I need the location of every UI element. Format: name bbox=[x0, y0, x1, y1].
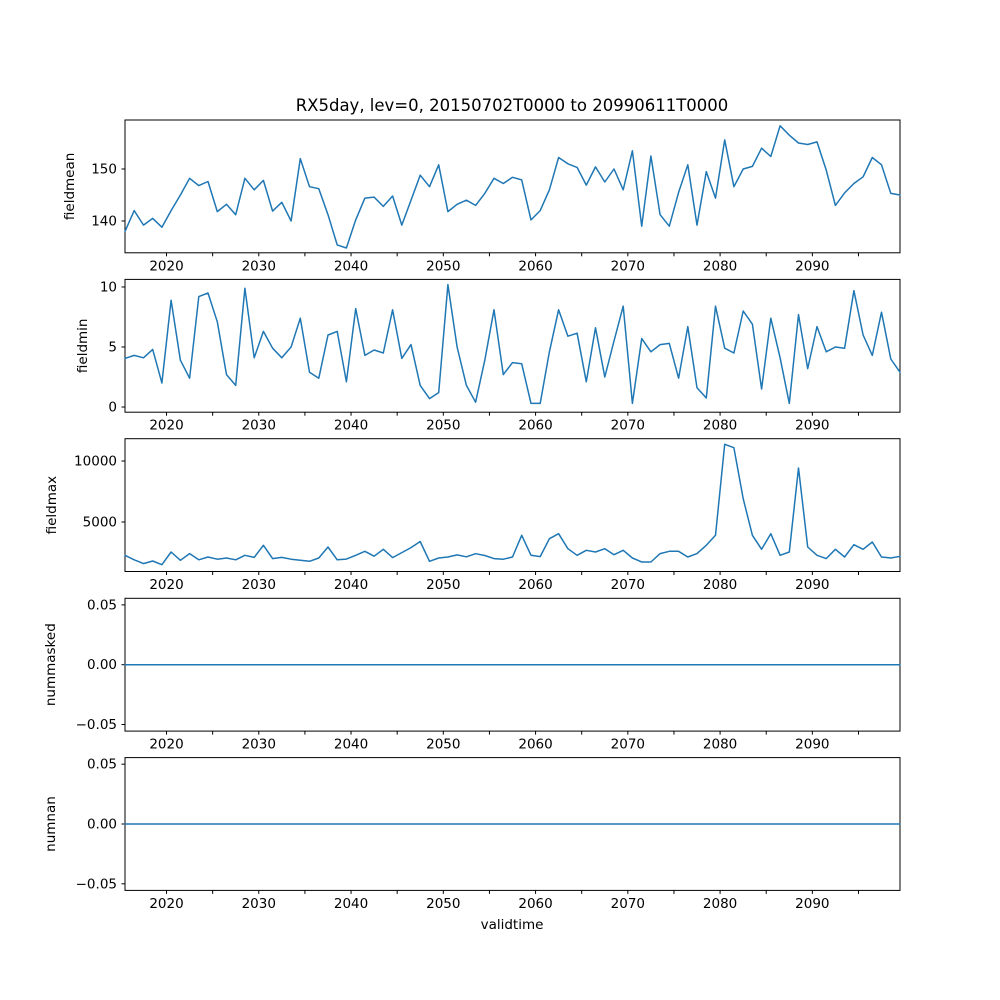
x-tick-label: 2050 bbox=[426, 258, 460, 274]
x-tick-label: 2090 bbox=[795, 896, 829, 912]
x-tick-label: 2060 bbox=[518, 577, 552, 593]
series-line-fieldmin bbox=[124, 283, 901, 405]
y-tick-label: 0.00 bbox=[87, 817, 117, 833]
x-tick-label: 2040 bbox=[334, 258, 368, 274]
x-tick-label: 2050 bbox=[426, 418, 460, 434]
x-tick-label: 2020 bbox=[149, 418, 183, 434]
y-tick-label: 140 bbox=[91, 213, 117, 229]
x-tick-label: 2020 bbox=[149, 737, 183, 753]
y-tick-label: 0 bbox=[108, 400, 117, 416]
x-tick-label: 2070 bbox=[611, 737, 645, 753]
y-axis-label-fieldmin: fieldmin bbox=[75, 319, 91, 374]
series-line-fieldmax bbox=[124, 443, 901, 566]
y-tick-label: 0.00 bbox=[87, 657, 117, 673]
y-axis-label-fieldmax: fieldmax bbox=[44, 476, 60, 535]
y-tick-label: −0.05 bbox=[76, 876, 117, 892]
x-tick-label: 2090 bbox=[795, 258, 829, 274]
x-tick-label: 2040 bbox=[334, 737, 368, 753]
y-tick-label: 150 bbox=[91, 161, 117, 177]
x-tick-label: 2070 bbox=[611, 896, 645, 912]
x-tick-label: 2070 bbox=[611, 418, 645, 434]
x-tick-label: 2080 bbox=[703, 737, 737, 753]
y-axis-label-numnan: numnan bbox=[43, 796, 59, 852]
x-tick-label: 2020 bbox=[149, 577, 183, 593]
axes-frame bbox=[124, 119, 901, 254]
x-tick-label: 2030 bbox=[242, 737, 276, 753]
x-tick-label: 2020 bbox=[149, 896, 183, 912]
x-tick-label: 2050 bbox=[426, 737, 460, 753]
x-tick-label: 2050 bbox=[426, 577, 460, 593]
x-tick-label: 2080 bbox=[703, 258, 737, 274]
x-tick-label: 2070 bbox=[611, 258, 645, 274]
x-tick-label: 2080 bbox=[703, 577, 737, 593]
series-line-fieldmean bbox=[124, 125, 901, 249]
y-tick-label: 10 bbox=[100, 279, 117, 295]
x-axis-label: validtime bbox=[481, 917, 544, 933]
y-axis-label-fieldmean: fieldmean bbox=[62, 153, 78, 220]
x-tick-label: 2090 bbox=[795, 737, 829, 753]
x-tick-label: 2050 bbox=[426, 896, 460, 912]
figure-title: RX5day, lev=0, 20150702T0000 to 20990611… bbox=[296, 96, 729, 115]
x-tick-label: 2030 bbox=[242, 896, 276, 912]
x-tick-label: 2030 bbox=[242, 577, 276, 593]
subplot-fieldmean: fieldmean 2020 2030 2040 2050 2060 2070 2080 20… bbox=[62, 119, 901, 274]
x-tick-label: 2020 bbox=[149, 258, 183, 274]
axes-frame bbox=[124, 278, 901, 413]
x-tick-label: 2090 bbox=[795, 418, 829, 434]
y-tick-label: 5 bbox=[108, 340, 117, 356]
x-tick-label: 2090 bbox=[795, 577, 829, 593]
x-tick-label: 2080 bbox=[703, 896, 737, 912]
x-tick-label: 2030 bbox=[242, 418, 276, 434]
subplot-numnan: numnan 2020 2030 2040 2050 2060 2070 2080 2090 −… bbox=[43, 757, 901, 912]
subplot-fieldmax: fieldmax 2020 2030 2040 2050 2060 2070 2080 209… bbox=[44, 438, 901, 593]
y-tick-label: −0.05 bbox=[76, 717, 117, 733]
y-tick-label: 0.05 bbox=[87, 597, 117, 613]
x-tick-label: 2030 bbox=[242, 258, 276, 274]
x-tick-label: 2060 bbox=[518, 418, 552, 434]
x-tick-label: 2070 bbox=[611, 577, 645, 593]
x-tick-label: 2060 bbox=[518, 896, 552, 912]
axes-frame bbox=[124, 438, 901, 573]
y-axis-label-nummasked: nummasked bbox=[43, 623, 59, 706]
x-tick-label: 2060 bbox=[518, 737, 552, 753]
y-tick-label: 10000 bbox=[74, 454, 117, 470]
x-tick-label: 2080 bbox=[703, 418, 737, 434]
subplot-nummasked: nummasked 2020 2030 2040 2050 2060 2070 2080 20… bbox=[43, 597, 901, 753]
y-tick-label: 5000 bbox=[83, 514, 117, 530]
x-tick-label: 2040 bbox=[334, 418, 368, 434]
x-tick-label: 2040 bbox=[334, 577, 368, 593]
subplot-fieldmin: fieldmin 2020 2030 2040 2050 2060 2070 2080 209… bbox=[75, 278, 901, 434]
y-tick-label: 0.05 bbox=[87, 757, 117, 773]
x-tick-label: 2060 bbox=[518, 258, 552, 274]
x-tick-label: 2040 bbox=[334, 896, 368, 912]
